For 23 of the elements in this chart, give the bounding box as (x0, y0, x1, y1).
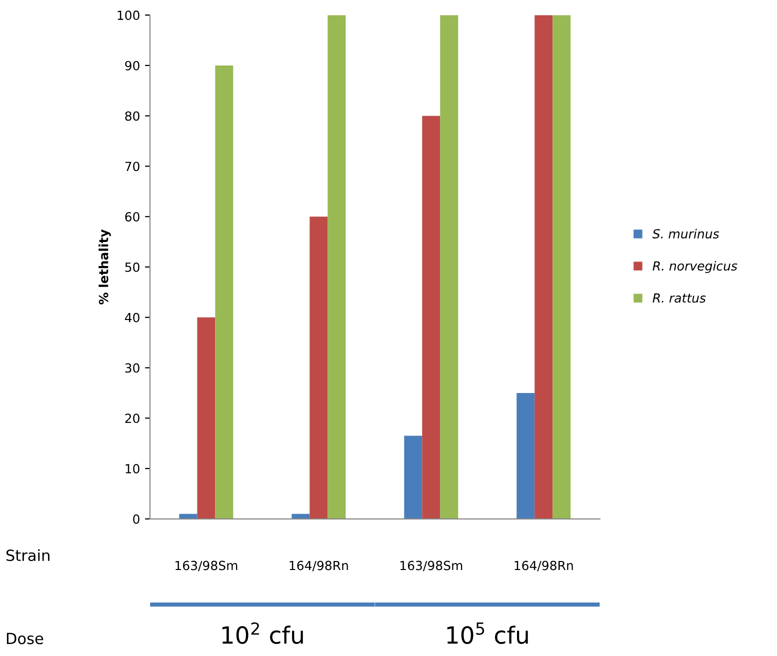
y-axis-title: % lethality (98, 229, 111, 304)
y-tick-label: 60 (125, 212, 140, 222)
y-tick-label: 20 (125, 414, 140, 424)
y-tick-label: 0 (133, 514, 140, 524)
y-tick-label: 50 (125, 262, 140, 272)
text: Dose (6, 632, 44, 644)
legend-label: R. rattus (652, 293, 706, 303)
y-tick-label: 40 (124, 312, 140, 322)
y-tick-label: 70 (125, 162, 140, 172)
text: 10$^{5}$ cfu (447, 622, 528, 644)
text: Strain (6, 549, 50, 562)
legend-label: S. murinus (652, 228, 720, 239)
x-tick-label: 163/98Sm (176, 560, 238, 572)
y-tick-label: 90 (125, 60, 140, 70)
legend-label: R. norvegicus (652, 260, 738, 274)
y-tick-label: 80 (125, 111, 140, 121)
x-tick-label: 164/98Rn (514, 560, 573, 572)
y-tick-label: 10 (126, 464, 140, 474)
y-tick-label: 100 (118, 10, 140, 20)
text: 10$^{2}$ cfu (222, 622, 303, 644)
x-tick-label: 164/98Rn (290, 560, 348, 572)
x-tick-label: 163/98Sm (400, 560, 462, 572)
y-tick-label: 30 (125, 363, 140, 373)
